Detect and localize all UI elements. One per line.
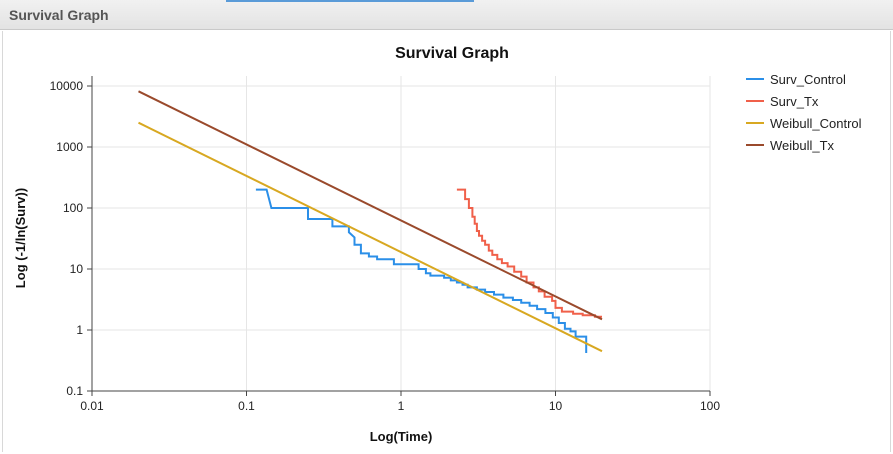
x-tick-label: 0.1 bbox=[238, 399, 255, 413]
legend-label-weibull-tx: Weibull_Tx bbox=[770, 138, 835, 153]
x-axis-title: Log(Time) bbox=[370, 429, 433, 444]
y-tick-label: 100 bbox=[63, 201, 83, 215]
legend-label-surv-control: Surv_Control bbox=[770, 72, 846, 87]
y-tick-label: 1 bbox=[76, 323, 83, 337]
y-tick-label: 10 bbox=[70, 262, 84, 276]
x-tick-label: 100 bbox=[700, 399, 720, 413]
window-titlebar: Survival Graph bbox=[0, 0, 893, 30]
window-title: Survival Graph bbox=[9, 7, 109, 23]
series-lines bbox=[138, 90, 603, 353]
grid-lines bbox=[91, 76, 711, 392]
legend-label-weibull-control: Weibull_Control bbox=[770, 116, 862, 131]
y-tick-label: 0.1 bbox=[66, 384, 83, 398]
x-tick-label: 10 bbox=[549, 399, 563, 413]
chart-title: Survival Graph bbox=[395, 45, 509, 62]
x-tick-label: 0.01 bbox=[80, 399, 104, 413]
y-tick-label: 1000 bbox=[56, 140, 83, 154]
series-line-weibull-control bbox=[138, 121, 603, 353]
chart-frame bbox=[2, 31, 891, 452]
x-tick-label: 1 bbox=[398, 399, 405, 413]
y-tick-label: 10000 bbox=[50, 79, 84, 93]
series-line-surv-tx bbox=[456, 188, 602, 318]
tab-indicator bbox=[226, 0, 474, 2]
series-line-weibull-tx bbox=[138, 90, 603, 321]
legend-label-surv-tx: Surv_Tx bbox=[770, 94, 819, 109]
y-axis-title: Log (-1/ln(Surv)) bbox=[13, 188, 28, 288]
series-line-surv-control bbox=[255, 188, 588, 353]
legend: Surv_Control Surv_Tx Weibull_Control Weibul… bbox=[746, 72, 862, 153]
